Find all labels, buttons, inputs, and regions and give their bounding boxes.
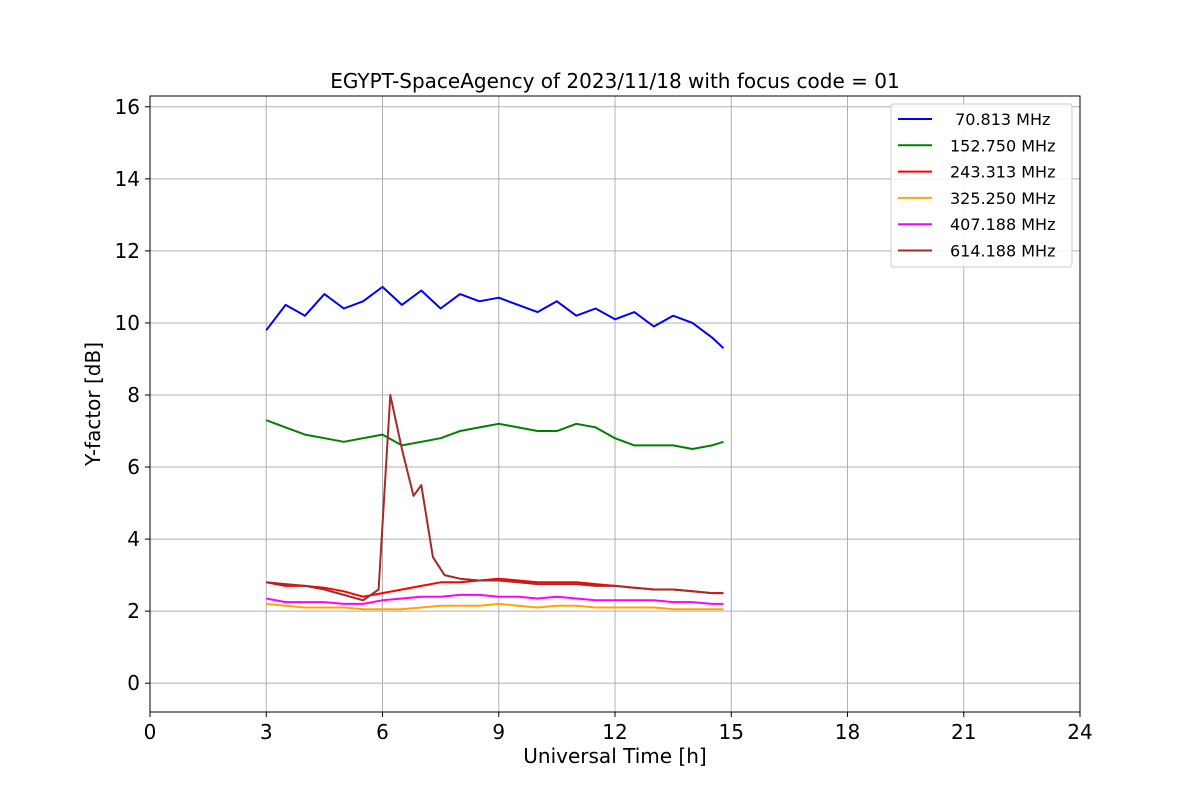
legend-label-6: 614.188 MHz bbox=[950, 242, 1055, 261]
chart-title: EGYPT-SpaceAgency of 2023/11/18 with foc… bbox=[330, 69, 899, 93]
series-line-2 bbox=[265, 419, 724, 450]
legend-box bbox=[890, 103, 1073, 268]
x-tick-label: 9 bbox=[492, 720, 505, 744]
x-tick-label: 3 bbox=[260, 720, 273, 744]
series-layer bbox=[265, 285, 725, 611]
y-tick-label: 4 bbox=[127, 527, 140, 551]
x-tick-label: 15 bbox=[719, 720, 744, 744]
y-tick-label: 8 bbox=[127, 383, 140, 407]
legend-entries: 70.813 MHz 152.750 MHz 243.313 MHz 325.250 … bbox=[898, 110, 1055, 261]
y-tick-label: 12 bbox=[115, 239, 140, 263]
x-tick-label: 0 bbox=[144, 720, 157, 744]
y-tick-label: 6 bbox=[127, 455, 140, 479]
series-line-6 bbox=[266, 394, 724, 602]
y-tick-label: 16 bbox=[115, 95, 140, 119]
x-tick-label: 24 bbox=[1067, 720, 1092, 744]
y-tick-label: 10 bbox=[115, 311, 140, 335]
y-tick-label: 0 bbox=[127, 671, 140, 695]
x-tick-label: 6 bbox=[376, 720, 389, 744]
legend-label-5: 407.188 MHz bbox=[950, 215, 1055, 234]
x-tick-label: 18 bbox=[835, 720, 860, 744]
legend-label-3: 243.313 MHz bbox=[950, 163, 1055, 182]
y-tick-label: 2 bbox=[127, 599, 140, 623]
x-axis-label: Universal Time [h] bbox=[523, 744, 706, 768]
x-tick-label: 12 bbox=[602, 720, 627, 744]
legend-label-2: 152.750 MHz bbox=[950, 136, 1055, 155]
series-line-4 bbox=[266, 602, 724, 611]
legend: 70.813 MHz 152.750 MHz 243.313 MHz 325.250 … bbox=[890, 103, 1073, 268]
series-line-5 bbox=[266, 593, 724, 605]
y-axis-label: Y-factor [dB] bbox=[81, 342, 105, 467]
x-tick-label: 21 bbox=[951, 720, 976, 744]
legend-label-1: 70.813 MHz bbox=[950, 110, 1050, 129]
series-line-1 bbox=[265, 285, 725, 349]
y-tick-label: 14 bbox=[115, 167, 140, 191]
legend-label-4: 325.250 MHz bbox=[950, 189, 1055, 208]
